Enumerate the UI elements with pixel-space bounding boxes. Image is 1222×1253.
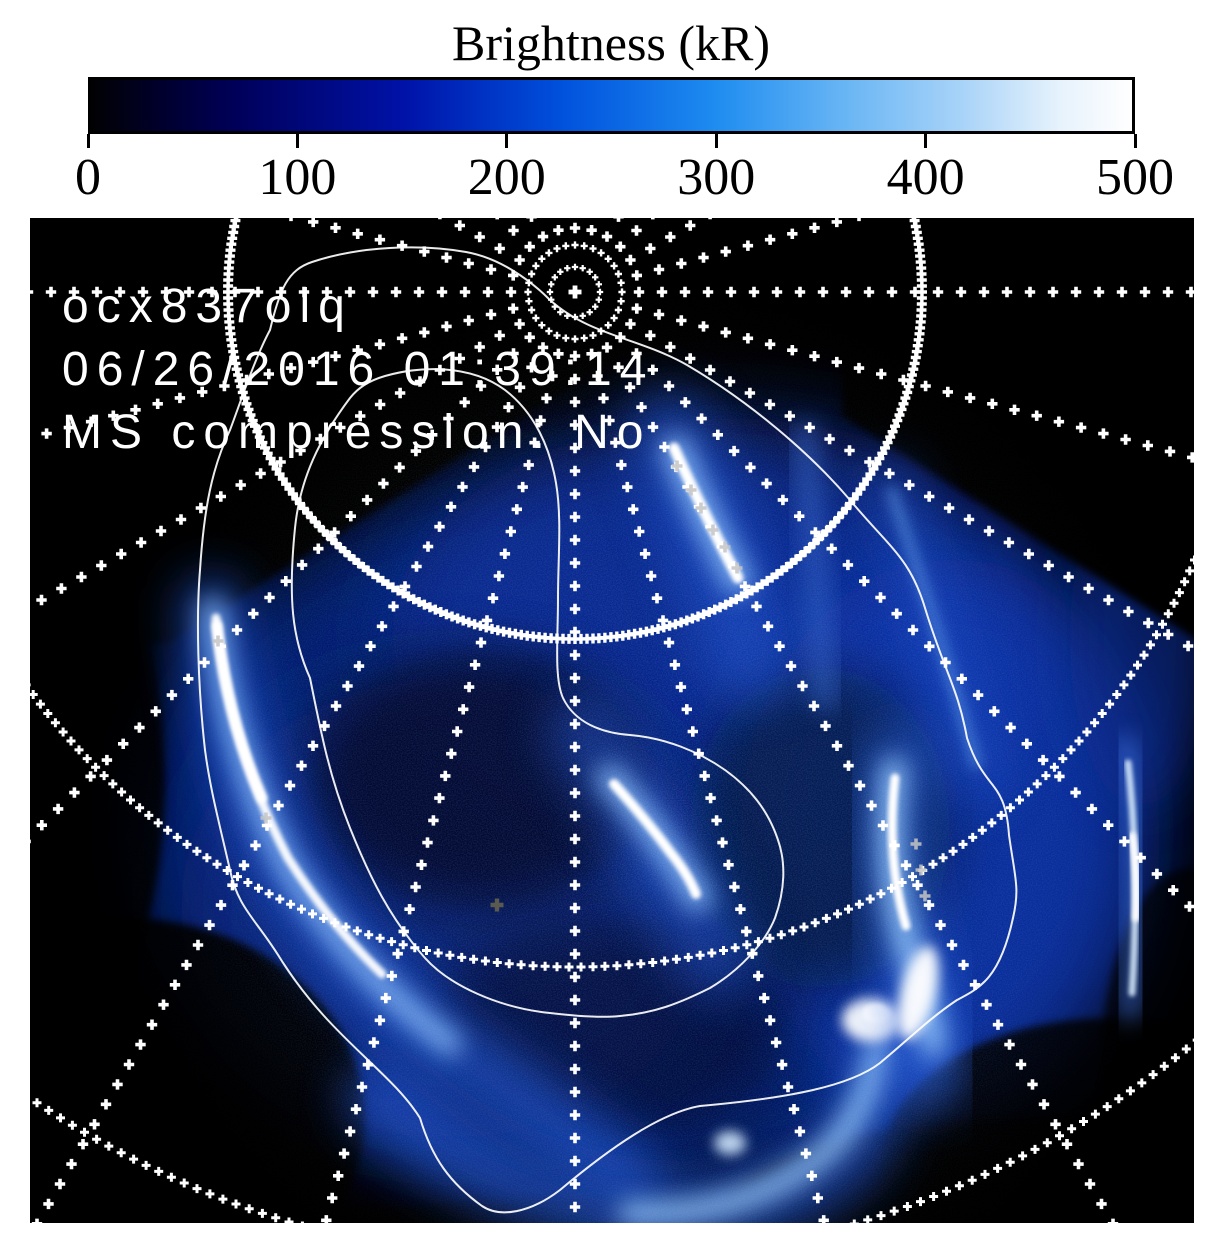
footprint-markers — [212, 460, 931, 912]
colorbar-tick-mark — [86, 134, 90, 148]
colorbar-title: Brightness (kR) — [451, 15, 771, 71]
observation-id-label: ocx837olq — [62, 280, 353, 333]
polar-grid — [30, 218, 1194, 1223]
colorbar-tick-mark — [505, 134, 509, 148]
colorbar-tick-mark — [1133, 134, 1137, 148]
inner-oval-contour — [290, 368, 785, 1018]
aurora-image-panel: ocx837olq 06/26/2016 01:39:14 MS compres… — [30, 218, 1194, 1223]
colorbar-tick-label: 200 — [467, 149, 546, 206]
colorbar-tick-mark — [714, 134, 718, 148]
colorbar-tick-label: 300 — [677, 149, 756, 206]
datetime-label: 06/26/2016 01:39:14 — [62, 343, 654, 396]
ms-compression-label: MS compression: No — [62, 406, 651, 459]
colorbar-tick-label: 100 — [258, 149, 337, 206]
colorbar-gradient — [88, 77, 1135, 134]
colorbar-tick-label: 400 — [886, 149, 965, 206]
colorbar-tick-label: 500 — [1096, 149, 1174, 206]
colorbar-tick-label: 0 — [75, 149, 101, 206]
annotation-text: ocx837olq 06/26/2016 01:39:14 MS compres… — [62, 280, 654, 459]
colorbar-tick-mark — [295, 134, 299, 148]
colorbar-tick-mark — [924, 134, 928, 148]
oval-contours — [196, 246, 1018, 1214]
outer-oval-contour — [196, 246, 1018, 1214]
aurora-image: ocx837olq 06/26/2016 01:39:14 MS compres… — [30, 218, 1194, 1223]
